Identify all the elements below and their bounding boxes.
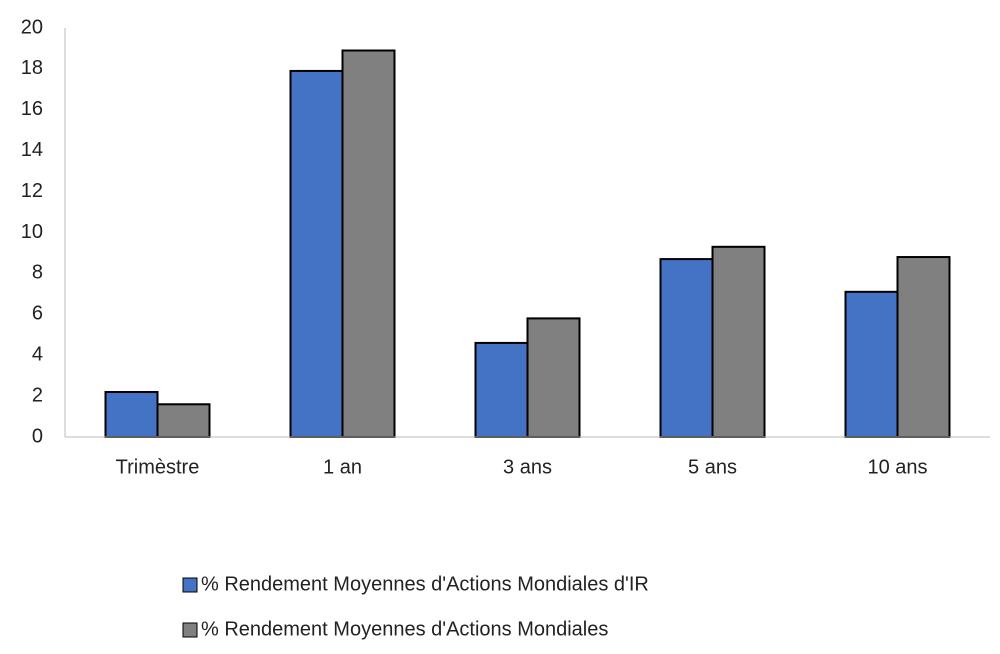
legend-swatch [182,622,198,638]
bar [896,256,951,439]
y-tick-label: 2 [32,384,43,406]
y-tick-label: 16 [21,98,43,120]
y-tick-label: 8 [32,262,43,284]
bar [474,341,529,438]
x-tick-label: Trimèstre [116,456,200,478]
legend-label: % Rendement Moyennes d'Actions Mondiales… [201,573,649,595]
bar [341,49,396,439]
y-tick-label: 18 [21,57,43,79]
bar [844,290,899,438]
bar [289,69,344,438]
bar [711,245,766,438]
legend-swatch [182,577,198,593]
x-tick-label: 3 ans [503,456,552,478]
y-tick-label: 6 [32,303,43,325]
x-tick-label: 1 an [323,456,362,478]
bar [104,391,159,439]
bar [526,317,581,439]
x-tick-label: 5 ans [688,456,737,478]
x-tick-label: 10 ans [867,456,927,478]
y-tick-label: 14 [21,139,43,161]
bar [156,403,211,438]
y-tick-label: 12 [21,180,43,202]
y-tick-label: 10 [21,221,43,243]
y-tick-label: 20 [21,16,43,38]
bar [659,258,714,438]
legend-label: % Rendement Moyennes d'Actions Mondiales [201,618,608,640]
y-tick-label: 0 [32,425,43,447]
y-tick-label: 4 [32,343,43,365]
